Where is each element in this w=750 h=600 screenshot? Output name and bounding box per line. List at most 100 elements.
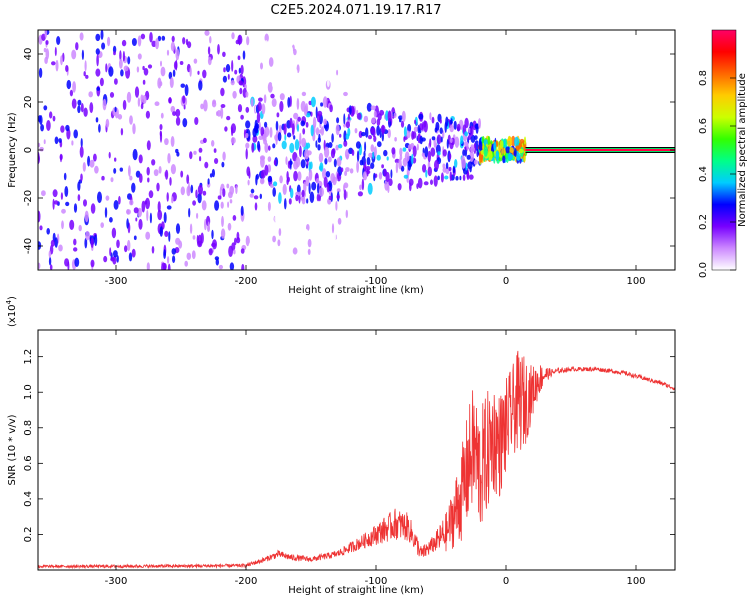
heatmap-cell	[400, 165, 405, 172]
heatmap-cell	[366, 157, 371, 166]
heatmap-cell	[397, 183, 402, 191]
heatmap-cell	[245, 106, 250, 113]
heatmap-cell	[412, 145, 417, 158]
heatmap-cell	[315, 178, 320, 184]
heatmap-cell	[276, 112, 280, 118]
heatmap-cell	[336, 188, 341, 193]
heatmap-cell	[58, 244, 63, 252]
heatmap-cell	[230, 79, 235, 86]
heatmap-cell	[345, 121, 350, 129]
heatmap-cell	[285, 233, 289, 242]
heatmap-cell	[339, 199, 345, 205]
heatmap-cell	[417, 177, 423, 189]
heatmap-cell	[207, 56, 212, 66]
heatmap-cell	[146, 262, 150, 270]
heatmap-cell	[134, 86, 140, 98]
heatmap-cell	[113, 168, 117, 174]
heatmap-cell	[38, 67, 43, 78]
x-tick-label: -100	[365, 276, 388, 287]
heatmap-cell	[312, 116, 317, 129]
heatmap-cell	[260, 126, 265, 137]
snr-multiplier-exp: 4	[5, 299, 13, 304]
heatmap-cell	[166, 205, 172, 210]
heatmap-cell	[289, 142, 295, 153]
heatmap-cell	[113, 51, 116, 56]
heatmap-cell	[245, 132, 249, 139]
heatmap-cell	[266, 111, 272, 119]
heatmap-cell	[246, 36, 250, 46]
heatmap-cell	[58, 138, 62, 143]
heatmap-cell	[160, 66, 166, 77]
heatmap-cell	[306, 198, 309, 204]
heatmap-cell	[99, 77, 104, 87]
heatmap-cell	[264, 40, 269, 48]
heatmap-cell	[336, 87, 339, 95]
heatmap-cell	[270, 93, 275, 99]
heatmap-cell	[54, 237, 58, 248]
heatmap-cell	[217, 195, 222, 200]
heatmap-cell	[277, 87, 283, 92]
heatmap-cell	[112, 45, 117, 54]
heatmap-cell	[259, 86, 263, 97]
heatmap-cell	[371, 117, 376, 124]
heatmap-cell	[249, 215, 254, 221]
heatmap-cell	[203, 137, 207, 144]
heatmap-cell	[356, 150, 360, 162]
heatmap-cell	[196, 212, 199, 219]
heatmap-cell	[368, 152, 373, 158]
colorbar: 0.0 0.2 0.4 0.6 0.8 Normalized spectral ampl…	[698, 29, 748, 278]
heatmap-cell	[295, 156, 301, 168]
heatmap-cell	[46, 228, 50, 235]
heatmap-cell	[499, 152, 502, 157]
heatmap-cell	[333, 158, 337, 168]
heatmap-cell	[343, 113, 346, 125]
heatmap-cell	[260, 169, 266, 179]
heatmap-cell	[180, 186, 185, 196]
heatmap-cell	[493, 141, 497, 152]
heatmap-cell	[219, 186, 222, 199]
heatmap-cell	[427, 150, 431, 163]
heatmap-cell	[238, 80, 244, 86]
heatmap-cell	[142, 65, 145, 71]
heatmap-cell	[283, 123, 287, 135]
heatmap-cell	[248, 242, 254, 255]
heatmap-cell	[197, 70, 200, 75]
heatmap-cell	[303, 181, 307, 193]
heatmap-cell	[365, 166, 371, 171]
heatmap-cell	[49, 111, 53, 119]
heatmap-cell	[325, 53, 329, 60]
heatmap-cell	[434, 127, 438, 133]
heatmap-cell	[170, 136, 175, 147]
heatmap-cell	[464, 131, 468, 137]
heatmap-cell	[258, 135, 264, 140]
heatmap-cell	[95, 117, 99, 123]
heatmap-cell	[60, 153, 62, 163]
heatmap-cell	[391, 147, 396, 155]
heatmap-cell	[153, 169, 159, 177]
heatmap-cell	[94, 165, 99, 174]
heatmap-cell	[316, 113, 321, 123]
heatmap-cell	[169, 177, 172, 186]
heatmap-cell	[424, 146, 429, 158]
heatmap-cell	[310, 96, 316, 108]
heatmap-cell	[327, 213, 331, 223]
heatmap-cell	[211, 168, 215, 178]
heatmap-cell	[54, 136, 59, 145]
spectrogram-x-label: Height of straight line (km)	[288, 285, 424, 296]
heatmap-cell	[182, 95, 186, 104]
heatmap-cell	[273, 159, 277, 166]
colorbar-tick-label: 0.4	[698, 166, 709, 182]
heatmap-cell	[285, 156, 288, 165]
y-tick-label: -40	[23, 238, 34, 254]
heatmap-cell	[87, 155, 91, 167]
heatmap-cell	[245, 91, 249, 98]
heatmap-cell	[331, 223, 335, 234]
snr-panel: -300 -200 -100 0 100 0.2 0.4 0.6 0.8 1.0 1.2 Heig…	[5, 296, 676, 596]
heatmap-cell	[277, 239, 281, 247]
heatmap-cell	[43, 105, 48, 111]
heatmap-cell	[100, 222, 104, 229]
heatmap-cell	[301, 234, 306, 244]
heatmap-cell	[505, 151, 509, 164]
heatmap-cell	[89, 159, 95, 168]
heatmap-cell	[296, 123, 300, 132]
